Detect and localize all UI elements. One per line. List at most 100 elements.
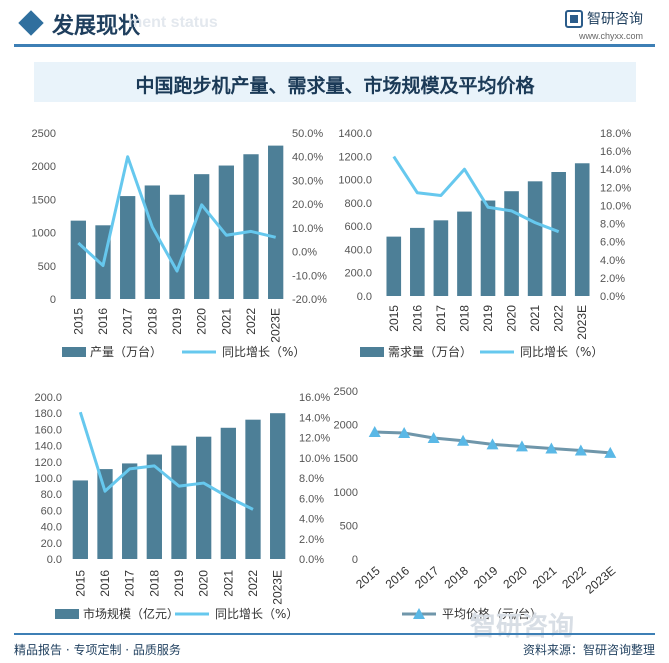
category-label: 2023E (269, 308, 283, 343)
left-tick-label: 160.0 (34, 424, 62, 436)
category-label: 2015 (73, 570, 87, 597)
legend-bar-swatch (62, 347, 86, 357)
right-tick-label: 4.0% (600, 255, 625, 267)
brand: 智研咨询 www.chyxx.com (565, 8, 643, 41)
price-marker (368, 426, 381, 438)
right-tick-label: 12.0% (600, 182, 631, 194)
legend-label: 同比增长（%） (215, 607, 298, 621)
right-tick-label: 10.0% (299, 453, 330, 465)
category-label: 2021 (530, 563, 560, 591)
right-tick-label: 50.0% (292, 128, 323, 140)
main-title: 中国跑步机产量、需求量、市场规模及平均价格 (135, 75, 535, 97)
right-tick-label: 6.0% (299, 493, 324, 505)
left-tick-label: 600.0 (344, 221, 372, 233)
bar (410, 227, 425, 296)
category-label: 2016 (410, 305, 424, 332)
left-tick-label: 200.0 (34, 392, 62, 404)
right-tick-label: 14.0% (600, 164, 631, 176)
category-label: 2015 (353, 563, 383, 591)
left-tick-label: 80.0 (41, 489, 62, 501)
legend-label: 同比增长（%） (520, 345, 603, 359)
price-marker (427, 432, 440, 444)
brand-name: 智研咨询 (587, 11, 643, 28)
left-tick-label: 1000 (334, 487, 358, 499)
bar (194, 174, 210, 299)
brand-url: www.chyxx.com (578, 30, 643, 41)
right-tick-label: -20.0% (292, 294, 327, 306)
left-tick-label: 200.0 (344, 268, 372, 280)
right-tick-label: 16.0% (299, 392, 330, 404)
right-tick-label: 8.0% (299, 473, 324, 485)
right-tick-label: 16.0% (600, 146, 631, 158)
left-tick-label: 0.0 (357, 291, 372, 303)
category-label: 2016 (383, 563, 413, 591)
left-tick-label: 20.0 (41, 538, 62, 550)
category-label: 2023E (271, 570, 285, 605)
bar (386, 236, 402, 296)
bar (144, 185, 160, 299)
category-label: 2018 (145, 308, 159, 335)
page-footer: 精品报告 · 专项定制 · 品质服务 资料来源：智研咨询整理 (0, 633, 669, 663)
bar (480, 200, 496, 296)
category-label: 2021 (528, 305, 542, 332)
growth-line (392, 155, 560, 234)
bar (218, 165, 234, 299)
right-tick-label: 30.0% (292, 175, 323, 187)
growth-line (78, 411, 254, 511)
left-tick-label: 1500 (32, 194, 56, 206)
price-marker (457, 434, 470, 446)
left-tick-label: 1500 (334, 453, 358, 465)
category-label: 2019 (481, 305, 495, 332)
category-label: 2021 (221, 570, 235, 597)
section-title: 发展现状 (52, 14, 141, 39)
category-label: 2019 (471, 563, 501, 591)
category-label: 2018 (147, 570, 161, 597)
right-tick-label: 2.0% (299, 534, 324, 546)
category-label: 2016 (96, 308, 110, 335)
header-divider (14, 44, 655, 47)
left-tick-label: 800.0 (344, 198, 372, 210)
category-label: 2016 (98, 570, 112, 597)
growth-line (77, 155, 277, 273)
right-tick-label: 12.0% (299, 433, 330, 445)
bar (457, 211, 472, 296)
bar (527, 181, 543, 296)
right-tick-label: 2.0% (600, 273, 625, 285)
right-tick-label: 10.0% (600, 200, 631, 212)
category-label: 2017 (434, 305, 448, 332)
bar (243, 154, 259, 299)
right-tick-label: -10.0% (292, 270, 327, 282)
price-marker (515, 440, 528, 452)
category-label: 2020 (500, 563, 530, 591)
left-tick-label: 40.0 (41, 522, 62, 534)
legend-label: 产量（万台） (90, 344, 162, 359)
bar (504, 191, 519, 296)
category-label: 2020 (197, 570, 211, 597)
right-tick-label: 14.0% (299, 412, 330, 424)
bar (433, 220, 449, 296)
bar (120, 196, 136, 299)
right-tick-label: 0.0% (600, 291, 625, 303)
category-label: 2021 (219, 308, 233, 335)
legend-bar-swatch (55, 609, 79, 619)
left-tick-label: 1000 (32, 228, 56, 240)
left-tick-label: 1400.0 (338, 128, 372, 140)
bar (122, 463, 138, 559)
bar (171, 445, 187, 559)
bar (270, 413, 286, 559)
left-tick-label: 120.0 (34, 457, 62, 469)
price-marker (604, 446, 617, 458)
category-label: 2023E (575, 305, 589, 340)
category-label: 2019 (170, 308, 184, 335)
category-label: 2018 (457, 305, 471, 332)
legend-bar-swatch (360, 347, 384, 357)
legend-label: 同比增长（%） (222, 345, 305, 359)
legend-label: 平均价格（元/台） (442, 606, 542, 621)
bar (220, 427, 236, 559)
bar (268, 145, 284, 299)
chart-4: 0 500 1000 1500 2000 2500 2015 2016 2017 2018 2019… (334, 386, 619, 621)
category-label: 2022 (244, 308, 258, 335)
left-tick-label: 2000 (32, 161, 56, 173)
category-label: 2015 (387, 305, 401, 332)
